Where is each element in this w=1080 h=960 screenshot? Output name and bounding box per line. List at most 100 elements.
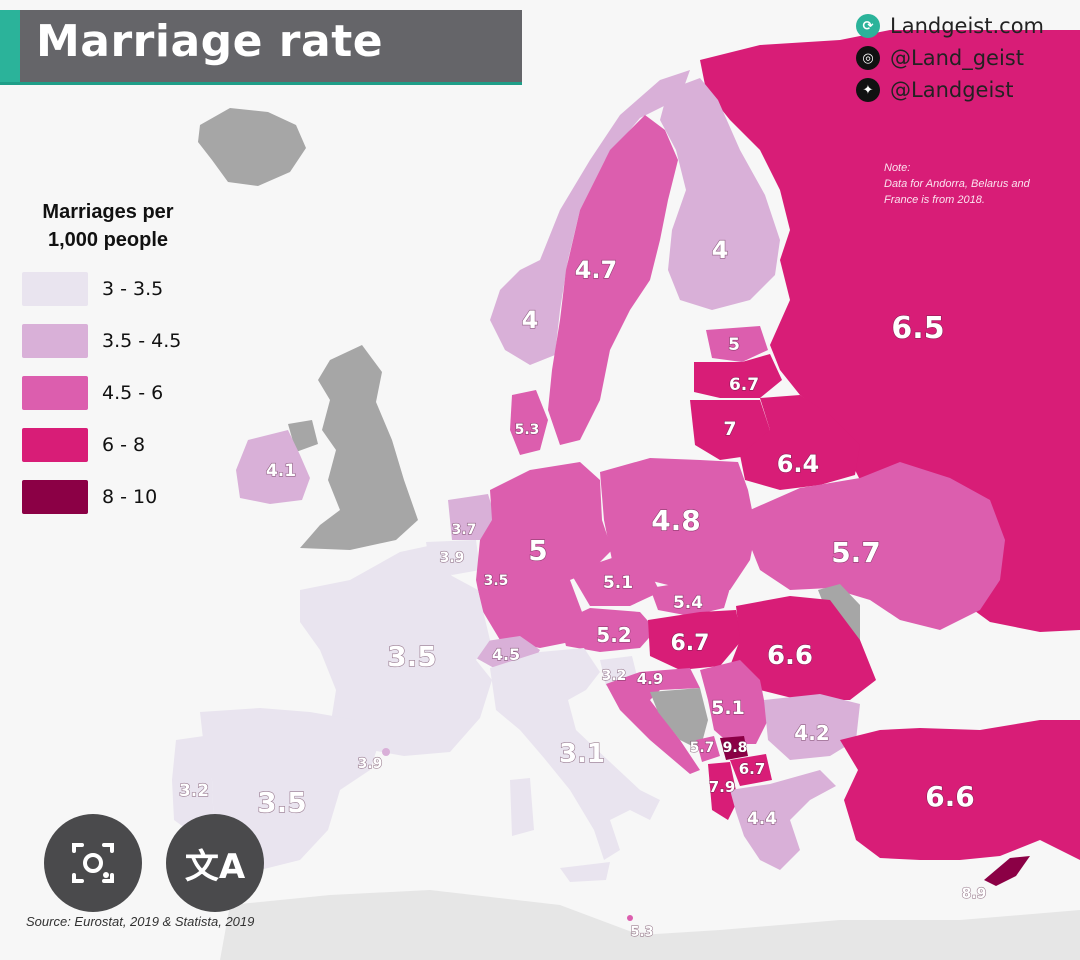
legend-swatch xyxy=(22,480,88,514)
value-label-switzerland: 4.5 xyxy=(492,645,520,664)
value-label-latvia: 6.7 xyxy=(729,375,759,395)
legend-label: 8 - 10 xyxy=(102,486,158,508)
instagram-text: @Land_geist xyxy=(890,46,1024,70)
value-label-malta: 5.3 xyxy=(630,925,653,940)
legend-swatch xyxy=(22,324,88,358)
region-kosovo xyxy=(720,736,748,760)
region-turkey xyxy=(840,720,1080,860)
social-handles: ⟳ Landgeist.com ◎ @Land_geist ✦ @Landgei… xyxy=(856,10,1044,106)
region-norway xyxy=(490,70,690,365)
value-label-slovakia: 5.4 xyxy=(673,593,703,613)
value-label-sweden: 4.7 xyxy=(575,256,618,284)
value-label-romania: 6.6 xyxy=(767,641,813,671)
region-italy xyxy=(490,648,660,860)
region-austria xyxy=(560,608,656,652)
region-malta xyxy=(627,915,633,921)
region-albania xyxy=(708,762,738,820)
legend-label: 6 - 8 xyxy=(102,434,146,456)
data-note: Note: Data for Andorra, Belarus and Fran… xyxy=(884,160,1064,208)
note-heading: Note: xyxy=(884,162,911,174)
globe-icon: ⟳ xyxy=(856,14,880,38)
camera-lens-icon xyxy=(72,843,114,883)
region-france xyxy=(300,546,492,756)
region-portugal xyxy=(172,736,214,836)
legend-item: 3.5 - 4.5 xyxy=(22,324,222,358)
region-sicily xyxy=(560,862,610,882)
value-label-belarus: 6.4 xyxy=(777,450,820,478)
value-label-portugal: 3.2 xyxy=(179,781,209,801)
value-label-estonia: 5 xyxy=(728,335,740,355)
value-label-croatia: 4.9 xyxy=(637,670,664,688)
value-label-montenegro: 5.7 xyxy=(690,740,715,756)
legend-label: 3.5 - 4.5 xyxy=(102,330,182,352)
legend-item: 3 - 3.5 xyxy=(22,272,222,306)
region-sweden xyxy=(548,115,678,445)
legend-item: 8 - 10 xyxy=(22,480,222,514)
legend-label: 4.5 - 6 xyxy=(102,382,164,404)
value-label-france: 3.5 xyxy=(387,640,437,673)
value-label-serbia: 5.1 xyxy=(711,697,745,719)
instagram-row: ◎ @Land_geist xyxy=(856,42,1044,74)
twitter-row: ✦ @Landgeist xyxy=(856,74,1044,106)
legend-title-line2: 1,000 people xyxy=(47,229,169,251)
value-label-andorra: 3.9 xyxy=(358,756,383,772)
value-label-lithuania: 7 xyxy=(723,418,736,440)
translate-button[interactable]: 文A xyxy=(166,814,264,912)
region-russia xyxy=(700,30,1080,632)
region-belarus xyxy=(740,395,860,490)
legend-item: 4.5 - 6 xyxy=(22,376,222,410)
value-label-ukraine: 5.7 xyxy=(831,536,881,569)
value-label-slovenia: 3.2 xyxy=(602,668,627,684)
value-label-belgium: 3.9 xyxy=(440,550,465,566)
region-croatia xyxy=(606,668,700,774)
region-uk xyxy=(300,345,418,550)
twitter-icon: ✦ xyxy=(856,78,880,102)
website-row: ⟳ Landgeist.com xyxy=(856,10,1044,42)
region-estonia xyxy=(706,326,768,362)
legend-label: 3 - 3.5 xyxy=(102,278,164,300)
value-label-albania: 7.9 xyxy=(709,778,736,796)
region-romania xyxy=(730,596,876,700)
value-label-norway: 4 xyxy=(522,306,539,334)
value-label-italy: 3.1 xyxy=(559,739,605,769)
region-north-africa xyxy=(220,890,1080,960)
value-label-germany: 5 xyxy=(528,534,547,567)
value-label-russia: 6.5 xyxy=(891,311,944,346)
value-label-bulgaria: 4.2 xyxy=(794,721,829,745)
lens-button[interactable] xyxy=(44,814,142,912)
value-label-spain: 3.5 xyxy=(257,786,307,819)
value-label-north-macedonia: 6.7 xyxy=(739,760,766,778)
region-finland xyxy=(660,78,780,310)
legend-swatch xyxy=(22,376,88,410)
value-label-hungary: 6.7 xyxy=(671,631,710,656)
value-label-cyprus: 8.9 xyxy=(962,886,987,902)
region-northern-ireland xyxy=(288,420,318,452)
legend-swatch xyxy=(22,272,88,306)
value-label-luxembourg: 3.5 xyxy=(484,573,509,589)
region-germany xyxy=(476,462,612,648)
legend: Marriages per 1,000 people 3 - 3.5 3.5 -… xyxy=(22,198,222,514)
source-text: Source: Eurostat, 2019 & Statista, 2019 xyxy=(26,914,255,929)
region-bulgaria xyxy=(764,694,860,760)
legend-swatch xyxy=(22,428,88,462)
region-andorra xyxy=(382,748,390,756)
value-label-denmark: 5.3 xyxy=(515,422,540,438)
value-label-greece: 4.4 xyxy=(747,809,777,829)
region-lithuania xyxy=(690,400,770,460)
website-text: Landgeist.com xyxy=(890,14,1044,38)
region-ireland xyxy=(236,430,310,504)
region-hungary xyxy=(648,610,742,670)
region-north-macedonia xyxy=(730,754,772,786)
legend-title-line1: Marriages per xyxy=(42,201,174,223)
value-label-poland: 4.8 xyxy=(651,504,701,537)
region-denmark xyxy=(510,390,548,455)
value-label-kosovo: 9.8 xyxy=(723,740,748,756)
twitter-text: @Landgeist xyxy=(890,78,1014,102)
region-cyprus xyxy=(984,856,1030,886)
region-sardinia xyxy=(510,778,534,836)
instagram-icon: ◎ xyxy=(856,46,880,70)
legend-item: 6 - 8 xyxy=(22,428,222,462)
value-label-ireland: 4.1 xyxy=(266,461,296,481)
value-label-finland: 4 xyxy=(712,236,729,264)
